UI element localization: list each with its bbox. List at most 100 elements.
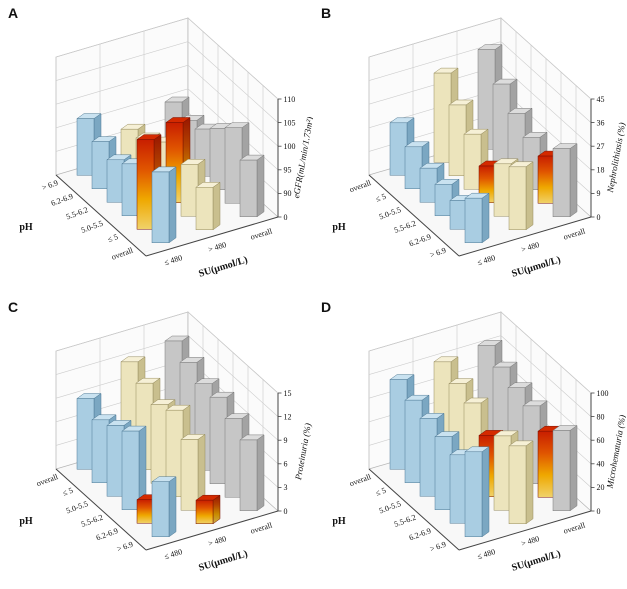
- panel-letter: A: [8, 5, 18, 21]
- z-axis-title: Microhematuria (%): [604, 414, 626, 490]
- bar-B-su2-ph5: [552, 143, 578, 218]
- z-tick-label: 0: [597, 507, 601, 516]
- ph-tick-label: > 6.9: [116, 540, 135, 554]
- z-tick-label: 3: [284, 483, 288, 492]
- ph-tick-label: ≤ 5: [61, 486, 74, 498]
- su-axis-title: SU(μmol/L): [510, 254, 562, 279]
- su-tick-label: ≤ 480: [163, 253, 183, 267]
- ph-axis-title: pH: [19, 222, 33, 233]
- z-tick-label: 110: [284, 95, 296, 104]
- ph-tick-label: > 6.9: [429, 540, 448, 554]
- bar-B-su0-ph5: [464, 192, 490, 244]
- bar-B-su1-ph5: [508, 161, 534, 231]
- z-axis-title: Proteinuria (%): [293, 422, 313, 481]
- z-tick-label: 18: [597, 166, 605, 175]
- ph-tick-label: 6.2-6.9: [408, 232, 432, 248]
- ph-tick-label: ≤ 5: [374, 192, 387, 204]
- z-tick-label: 105: [284, 118, 296, 127]
- ph-tick-label: 5.0-5.5: [378, 205, 402, 221]
- z-axis-title: Nephrolithiasis (%): [605, 122, 626, 195]
- ph-axis-line: [55, 468, 147, 551]
- su-tick-label: ≤ 480: [476, 253, 496, 267]
- z-tick-label: 95: [284, 166, 292, 175]
- z-tick-label: 0: [284, 507, 288, 516]
- z-tick-label: 9: [284, 436, 288, 445]
- ph-tick-label: > 6.9: [41, 178, 60, 192]
- z-tick-label: 0: [284, 213, 288, 222]
- bar-A-su1-ph4: [180, 158, 206, 217]
- ph-tick-label: 5.0-5.5: [80, 219, 104, 235]
- ph-tick-label: ≤ 5: [106, 232, 119, 244]
- z-tick-label: 27: [597, 142, 605, 151]
- su-tick-label: overall: [562, 226, 587, 241]
- ph-axis-title: pH: [332, 516, 346, 527]
- su-axis-title: SU(μmol/L): [510, 548, 562, 573]
- su-tick-label: > 480: [207, 240, 227, 254]
- bar-C-su2-ph5: [239, 434, 265, 512]
- panel-letter: C: [8, 299, 18, 315]
- z-tick-label: 45: [597, 95, 605, 104]
- z-tick-label: 90: [284, 189, 292, 198]
- bar-C-su1-ph5: [195, 494, 221, 525]
- z-tick-label: 36: [597, 118, 605, 127]
- ph-tick-label: 5.0-5.5: [378, 499, 402, 515]
- bar-A-su1-ph5: [195, 181, 221, 231]
- su-tick-label: overall: [562, 520, 587, 535]
- su-tick-label: > 480: [520, 240, 540, 254]
- ph-tick-label: overall: [110, 245, 135, 261]
- bar-C-su0-ph5: [151, 476, 177, 538]
- ph-axis-title: pH: [19, 516, 33, 527]
- bar-B-su2-ph1: [492, 78, 518, 164]
- bar-A-su2-ph5: [239, 154, 265, 218]
- su-axis-line: [145, 216, 279, 257]
- ph-tick-label: ≤ 5: [374, 486, 387, 498]
- bar-D-su2-ph5: [552, 425, 578, 512]
- z-tick-label: 12: [284, 412, 292, 421]
- su-tick-label: > 480: [520, 534, 540, 548]
- ph-tick-label: 6.2-6.9: [95, 526, 119, 542]
- ph-tick-label: overall: [348, 178, 373, 194]
- panel-a: 0 90 95 100 105 110 eGFR(mL/min/1.73m²) > 6.9 6.…: [0, 0, 313, 294]
- panel-letter: D: [321, 299, 331, 315]
- ph-tick-label: 5.5-6.2: [393, 513, 417, 529]
- ph-axis-title: pH: [332, 222, 346, 233]
- z-axis-title: eGFR(mL/min/1.73m²): [291, 116, 313, 199]
- ph-tick-label: > 6.9: [429, 246, 448, 260]
- z-tick-label: 100: [597, 389, 609, 398]
- z-tick-label: 15: [284, 389, 292, 398]
- su-axis-title: SU(μmol/L): [197, 548, 249, 573]
- su-tick-label: ≤ 480: [476, 547, 496, 561]
- z-tick-label: 9: [597, 189, 601, 198]
- ph-tick-label: overall: [35, 472, 60, 488]
- bar-A-su0-ph5: [151, 166, 177, 244]
- su-tick-label: overall: [249, 226, 274, 241]
- su-axis-line: [458, 510, 592, 551]
- bar-D-su0-ph5: [464, 446, 490, 538]
- panel-c: 0 3 6 9 12 15 Proteinuria (%) overall ≤ 5 5.0-5.5…: [0, 294, 313, 589]
- ph-tick-label: 5.0-5.5: [65, 499, 89, 515]
- ph-tick-label: 5.5-6.2: [80, 513, 104, 529]
- bar-C-su1-ph4: [180, 433, 206, 511]
- ph-tick-label: 5.5-6.2: [65, 205, 89, 221]
- panel-d: 0 20 40 60 80 100 Microhematuria (%) overall ≤ 5…: [313, 294, 627, 589]
- ph-tick-label: 6.2-6.9: [50, 192, 74, 208]
- z-tick-label: 40: [597, 460, 605, 469]
- ph-axis-line: [368, 174, 460, 257]
- z-tick-label: 80: [597, 412, 605, 421]
- z-tick-label: 100: [284, 142, 296, 151]
- ph-tick-label: overall: [348, 472, 373, 488]
- ph-tick-label: 5.5-6.2: [393, 219, 417, 235]
- su-tick-label: overall: [249, 520, 274, 535]
- su-axis-line: [145, 510, 279, 551]
- ph-tick-label: 6.2-6.9: [408, 526, 432, 542]
- z-tick-label: 20: [597, 483, 605, 492]
- su-axis-title: SU(μmol/L): [197, 254, 249, 279]
- z-tick-label: 6: [284, 460, 288, 469]
- panel-A-chart: 0 90 95 100 105 110 eGFR(mL/min/1.73m²) > 6.96.…: [8, 5, 313, 280]
- su-tick-label: ≤ 480: [163, 547, 183, 561]
